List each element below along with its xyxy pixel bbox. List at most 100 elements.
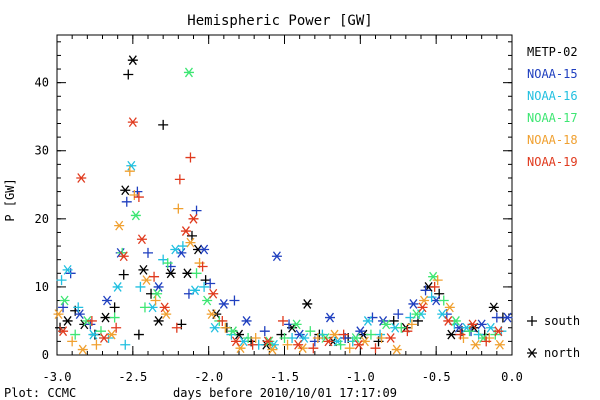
data-point-noaa-17 xyxy=(350,333,361,343)
data-point-noaa-19 xyxy=(197,261,208,272)
legend-entry-noaa-17: NOAA-17 xyxy=(527,111,578,125)
legend-entry-metp-02: METP-02 xyxy=(527,45,578,59)
data-point-noaa-16 xyxy=(88,329,99,340)
y-tick-label: 30 xyxy=(35,144,49,158)
data-point-noaa-19 xyxy=(208,288,219,299)
x-tick-label: -1.5 xyxy=(270,370,299,384)
legend-entry-noaa-15: NOAA-15 xyxy=(527,67,578,81)
data-point-noaa-19 xyxy=(171,322,182,333)
data-point-noaa-15 xyxy=(502,312,513,323)
data-point-noaa-19 xyxy=(443,316,454,326)
data-point-noaa-19 xyxy=(455,329,466,340)
y-tick-label: 40 xyxy=(35,76,49,90)
data-point-noaa-18 xyxy=(124,166,135,177)
data-point-noaa-19 xyxy=(230,336,241,347)
data-point-noaa-15 xyxy=(408,299,419,309)
data-point-noaa-15 xyxy=(476,319,487,330)
data-point-noaa-17 xyxy=(381,319,392,330)
plot-credit: Plot: CCMC xyxy=(4,386,76,400)
y-tick-label: 0 xyxy=(42,348,49,362)
data-points xyxy=(53,55,513,355)
data-point-noaa-19 xyxy=(338,329,349,340)
data-point-noaa-18 xyxy=(376,332,387,343)
data-point-noaa-19 xyxy=(323,336,334,347)
data-point-metp-02 xyxy=(158,119,169,130)
data-point-noaa-15 xyxy=(325,312,335,323)
data-point-noaa-17 xyxy=(139,302,150,313)
data-point-noaa-18 xyxy=(419,295,430,306)
data-point-noaa-18 xyxy=(312,332,323,343)
data-point-noaa-16 xyxy=(190,285,201,296)
data-point-noaa-19 xyxy=(417,302,428,313)
data-point-noaa-18 xyxy=(406,319,417,330)
data-point-noaa-16 xyxy=(126,160,137,171)
x-axis-label: days before 2010/10/01 17:17:09 xyxy=(173,386,397,400)
data-point-noaa-15 xyxy=(393,309,404,320)
data-point-noaa-16 xyxy=(485,322,496,333)
data-point-noaa-19 xyxy=(402,326,413,337)
data-point-metp-02 xyxy=(182,268,193,279)
data-point-noaa-19 xyxy=(111,322,122,333)
data-point-noaa-15 xyxy=(143,247,153,258)
data-point-noaa-19 xyxy=(277,315,288,326)
data-point-noaa-19 xyxy=(308,343,319,354)
data-point-metp-02 xyxy=(118,269,129,280)
legend-entry-noaa-16: NOAA-16 xyxy=(527,89,578,103)
data-point-metp-02 xyxy=(62,316,73,326)
data-point-noaa-17 xyxy=(183,67,194,78)
marker-legend-label: north xyxy=(544,346,580,360)
data-point-noaa-19 xyxy=(493,326,504,337)
data-point-noaa-18 xyxy=(282,339,293,350)
data-point-noaa-15 xyxy=(199,244,210,255)
data-point-noaa-19 xyxy=(481,336,492,347)
data-point-noaa-15 xyxy=(121,196,132,207)
data-point-noaa-19 xyxy=(127,117,138,128)
plot-frame xyxy=(56,34,513,356)
marker-legend-north: north xyxy=(527,346,580,360)
data-point-noaa-15 xyxy=(229,295,240,306)
data-point-noaa-16 xyxy=(135,281,146,292)
data-point-noaa-15 xyxy=(491,312,502,323)
data-point-noaa-16 xyxy=(62,264,73,275)
data-point-noaa-18 xyxy=(161,309,172,320)
marker-legend-south: south xyxy=(527,314,580,328)
data-point-noaa-15 xyxy=(74,309,85,320)
data-point-noaa-19 xyxy=(99,333,110,343)
data-point-metp-02 xyxy=(388,315,399,326)
data-point-noaa-18 xyxy=(53,309,64,320)
legend: METP-02 NOAA-15 NOAA-16 NOAA-17 NOAA-18 NOAA-… xyxy=(527,45,578,169)
data-point-noaa-18 xyxy=(141,275,152,286)
data-point-noaa-16 xyxy=(209,322,220,333)
data-point-noaa-16 xyxy=(426,292,437,303)
data-point-noaa-16 xyxy=(362,316,373,326)
data-point-noaa-17 xyxy=(191,268,202,279)
y-tick-label: 10 xyxy=(35,280,49,294)
data-point-metp-02 xyxy=(133,329,144,340)
data-point-noaa-19 xyxy=(58,326,69,337)
data-point-noaa-18 xyxy=(150,295,161,306)
data-point-noaa-19 xyxy=(467,319,478,330)
data-point-noaa-18 xyxy=(470,339,481,350)
data-point-noaa-19 xyxy=(262,336,273,347)
x-tick-label: -0.5 xyxy=(422,370,451,384)
data-point-noaa-18 xyxy=(67,336,78,347)
data-point-noaa-17 xyxy=(365,329,376,340)
data-point-noaa-19 xyxy=(185,152,196,163)
data-point-metp-02 xyxy=(120,185,131,196)
data-point-noaa-16 xyxy=(120,339,131,350)
data-point-noaa-19 xyxy=(133,192,144,203)
legend-entry-noaa-18: NOAA-18 xyxy=(527,133,578,147)
data-point-noaa-17 xyxy=(109,312,120,323)
data-point-noaa-19 xyxy=(149,271,160,282)
data-point-noaa-15 xyxy=(205,278,216,289)
data-point-noaa-17 xyxy=(305,326,316,337)
data-point-noaa-17 xyxy=(279,332,290,343)
data-point-noaa-18 xyxy=(444,302,455,313)
data-point-noaa-18 xyxy=(206,309,217,320)
data-point-noaa-17 xyxy=(70,329,81,340)
data-point-noaa-18 xyxy=(114,220,125,231)
data-point-noaa-19 xyxy=(118,251,129,262)
data-point-metp-02 xyxy=(153,316,164,326)
data-point-noaa-15 xyxy=(58,302,69,313)
